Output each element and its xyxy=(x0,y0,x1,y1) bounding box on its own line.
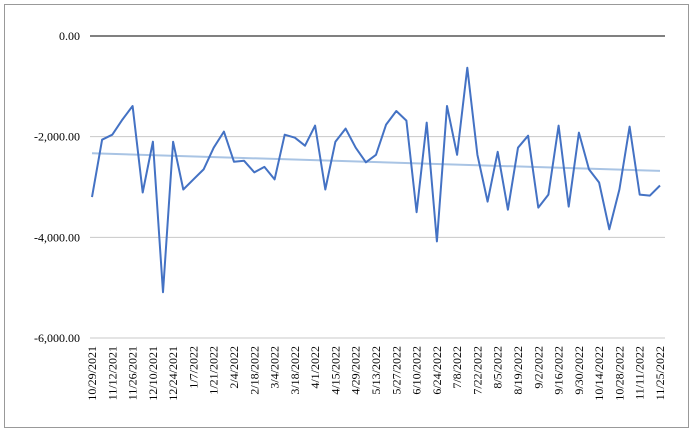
x-tick-label: 6/24/2022 xyxy=(430,346,444,395)
data-line xyxy=(91,66,661,294)
x-tick-label: 9/30/2022 xyxy=(572,346,586,395)
x-tick-label: 10/28/2022 xyxy=(612,346,626,401)
x-tick-label: 10/29/2021 xyxy=(85,346,99,401)
y-tick-label: -6,000.00 xyxy=(34,331,80,345)
x-tick-label: 3/4/2022 xyxy=(268,346,282,389)
x-tick-label: 5/13/2022 xyxy=(369,346,383,395)
x-tick-label: 12/10/2021 xyxy=(146,346,160,401)
x-tick-label: 11/25/2022 xyxy=(653,346,667,400)
x-tick-label: 8/19/2022 xyxy=(511,346,525,395)
y-tick-label: 0.00 xyxy=(59,29,80,43)
x-tick-label: 11/12/2021 xyxy=(105,346,119,400)
x-tick-label: 7/8/2022 xyxy=(450,346,464,389)
x-tick-label: 7/22/2022 xyxy=(470,346,484,395)
x-tick-label: 2/18/2022 xyxy=(247,346,261,395)
x-tick-label: 4/29/2022 xyxy=(349,346,363,395)
x-tick-label: 6/10/2022 xyxy=(410,346,424,395)
trendline xyxy=(91,152,661,172)
x-tick-label: 5/27/2022 xyxy=(389,346,403,395)
x-tick-label: 2/4/2022 xyxy=(227,346,241,389)
x-tick-label: 11/26/2021 xyxy=(126,346,140,400)
x-tick-label: 1/7/2022 xyxy=(186,346,200,389)
x-tick-label: 10/14/2022 xyxy=(592,346,606,401)
x-tick-label: 3/18/2022 xyxy=(288,346,302,395)
y-tick-label: -4,000.00 xyxy=(34,230,80,244)
x-tick-label: 11/11/2022 xyxy=(633,346,647,400)
x-tick-label: 1/21/2022 xyxy=(207,346,221,395)
x-tick-label: 9/2/2022 xyxy=(531,346,545,389)
y-tick-label: -2,000.00 xyxy=(34,130,80,144)
chart-frame xyxy=(4,4,689,428)
x-tick-label: 4/1/2022 xyxy=(308,346,322,389)
x-tick-label: 4/15/2022 xyxy=(328,346,342,395)
x-tick-label: 12/24/2021 xyxy=(166,346,180,401)
x-tick-label: 8/5/2022 xyxy=(491,346,505,389)
x-tick-label: 9/16/2022 xyxy=(552,346,566,395)
